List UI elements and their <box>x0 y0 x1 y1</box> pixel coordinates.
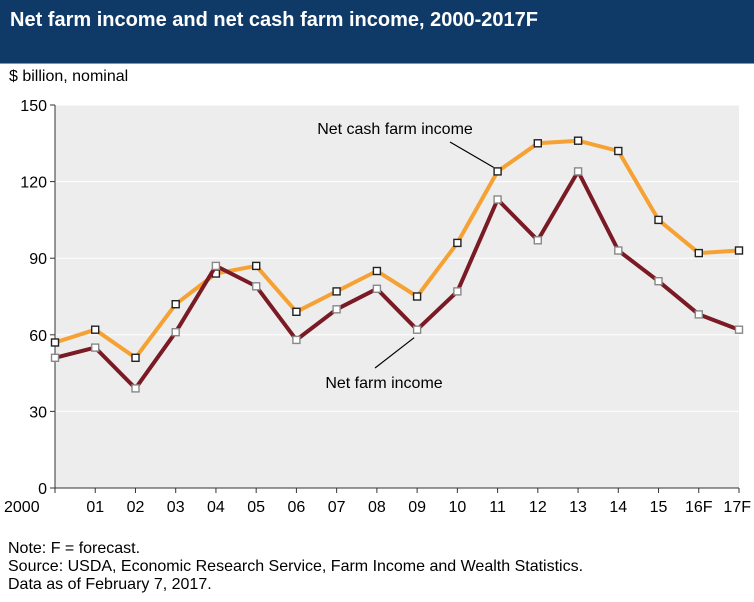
series-line <box>53 138 741 360</box>
data-point <box>734 246 744 255</box>
x-tick-label: 04 <box>207 499 225 516</box>
data-point <box>614 246 623 255</box>
y-tick-label: 0 <box>38 481 47 498</box>
data-point <box>90 325 100 334</box>
x-tick-label: 2000 <box>4 499 40 516</box>
y-axis-ticks: 0 30 60 90 120 150 <box>20 98 55 498</box>
date-text: Data as of February 7, 2017. <box>8 576 212 593</box>
x-tick-label: 09 <box>408 499 426 516</box>
label-net-cash-farm-income: Net cash farm income <box>317 121 473 138</box>
label-net-farm-income: Net farm income <box>325 375 442 392</box>
x-tick-label: 02 <box>127 499 145 516</box>
data-point <box>412 325 422 334</box>
series-net-cash-farm-income <box>50 136 744 362</box>
axes <box>54 105 739 489</box>
gridlines <box>55 104 739 412</box>
data-point <box>332 287 341 296</box>
x-tick-label: 06 <box>288 499 306 516</box>
x-tick-label: 17F <box>723 499 751 516</box>
footnotes: Note: F = forecast. Source: USDA, Econom… <box>8 540 583 594</box>
data-point <box>50 338 60 347</box>
data-point <box>292 335 301 345</box>
x-tick-label: 05 <box>247 499 265 516</box>
leader-net-farm-income <box>374 337 415 369</box>
y-tick-label: 120 <box>20 175 47 192</box>
data-point <box>493 195 502 204</box>
x-tick-label: 13 <box>569 499 587 516</box>
data-point <box>694 248 703 258</box>
data-point <box>493 167 502 176</box>
data-point <box>131 353 140 362</box>
x-tick-label: 15 <box>650 499 668 516</box>
data-point <box>533 236 542 245</box>
data-point <box>734 325 744 334</box>
x-tick-label: 03 <box>167 499 185 516</box>
data-point <box>453 238 462 248</box>
data-point <box>614 146 623 156</box>
data-point <box>654 215 663 225</box>
x-tick-label: 14 <box>609 499 627 516</box>
data-point <box>292 307 301 316</box>
plot-area <box>55 105 739 488</box>
data-point <box>171 300 180 309</box>
data-point <box>412 292 422 301</box>
chart-title: Net farm income and net cash farm income… <box>10 9 538 31</box>
data-point <box>573 136 583 145</box>
data-point <box>171 328 180 337</box>
series-net-farm-income <box>50 167 744 393</box>
series-line <box>53 169 741 391</box>
y-tick-label: 30 <box>29 404 47 421</box>
x-tick-label: 12 <box>529 499 547 516</box>
data-point <box>694 310 703 319</box>
units-label: $ billion, nominal <box>9 68 129 85</box>
data-point <box>131 384 140 393</box>
data-point <box>573 167 583 176</box>
x-tick-label: 08 <box>368 499 386 516</box>
chart-header: Net farm income and net cash farm income… <box>0 0 754 64</box>
source-text: Source: USDA, Economic Research Service,… <box>8 558 584 575</box>
data-point <box>251 282 261 291</box>
note-text: Note: F = forecast. <box>8 540 141 557</box>
data-point <box>372 266 382 276</box>
data-point <box>453 287 462 296</box>
data-point <box>211 261 221 271</box>
x-tick-label: 16F <box>685 499 713 516</box>
x-tick-label: 07 <box>328 499 346 516</box>
data-point <box>50 353 60 362</box>
data-point <box>533 139 542 148</box>
x-axis-ticks: 2000 01 02 03 04 05 06 07 08 09 10 11 12 13 14 15 16F 17F <box>4 488 751 516</box>
y-tick-label: 150 <box>20 98 47 115</box>
data-point <box>332 305 341 314</box>
series-lines <box>50 136 744 393</box>
series-annotations: Net cash farm income Net farm income <box>317 121 494 392</box>
y-tick-label: 60 <box>29 328 47 345</box>
data-point <box>90 343 100 352</box>
data-point <box>654 277 663 286</box>
data-point <box>251 261 261 271</box>
leader-net-cash-farm-income <box>449 141 494 168</box>
x-tick-label: 11 <box>489 499 506 516</box>
x-tick-label: 10 <box>448 499 466 516</box>
x-tick-label: 01 <box>86 499 104 516</box>
y-tick-label: 90 <box>29 251 47 268</box>
data-point <box>372 284 382 293</box>
